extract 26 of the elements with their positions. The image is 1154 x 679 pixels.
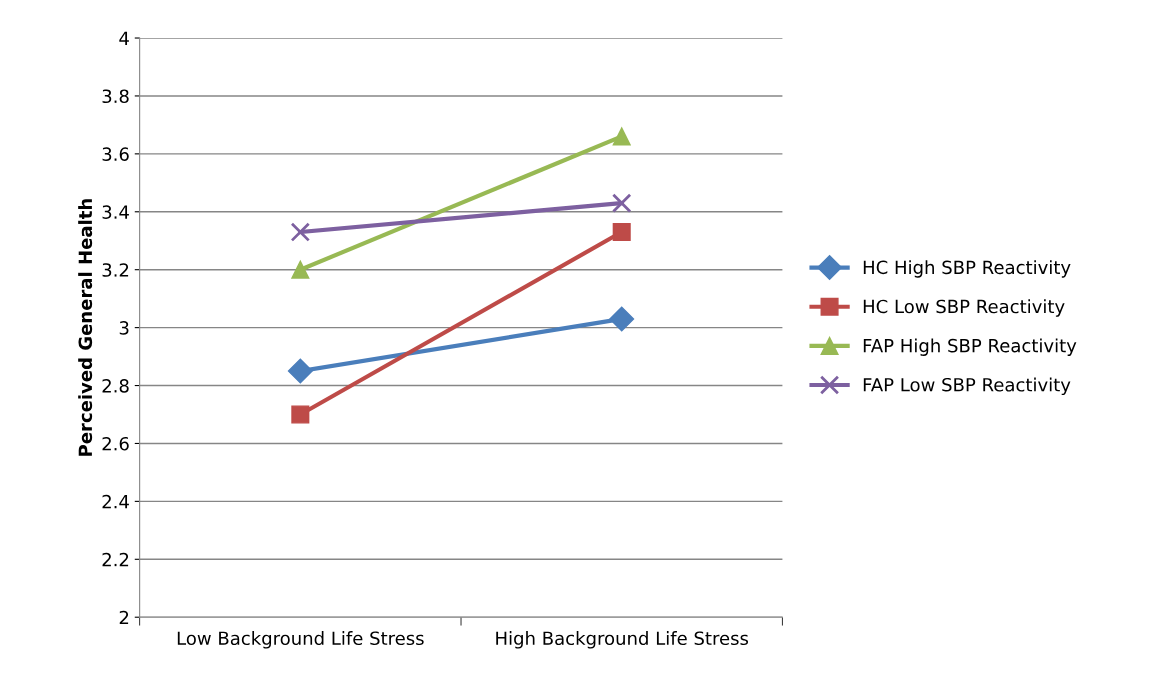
y-tick-label: 2: [119, 610, 129, 625]
y-tick-label: 3.8: [102, 89, 129, 104]
point: [290, 222, 311, 242]
y-tick-label: 3.4: [102, 205, 129, 219]
point: [609, 306, 635, 332]
y-tick-label: 4: [119, 31, 129, 45]
point: [291, 260, 310, 279]
y-tick-label: 2.8: [102, 379, 129, 393]
x-tick-label: High Background Life Stress: [496, 631, 749, 649]
y-tick-label: 3.6: [102, 147, 129, 161]
point: [611, 193, 632, 213]
point: [291, 405, 310, 424]
point: [612, 127, 631, 146]
legend-label: HC Low SBP Reactivity: [863, 299, 1065, 317]
y-tick-label: 2.6: [102, 436, 129, 451]
y-tick-label: 3: [119, 321, 129, 335]
point: [612, 223, 631, 242]
legend-label: HC High SBP Reactivity: [863, 260, 1071, 278]
y-tick-label: 2.2: [102, 552, 129, 567]
legend-label: FAP Low SBP Reactivity: [863, 377, 1071, 396]
y-tick-label: 2.4: [102, 494, 129, 509]
point: [287, 358, 313, 384]
legend-label: FAP High SBP Reactivity: [863, 338, 1077, 356]
y-axis-title: Perceived General Health: [78, 199, 93, 456]
y-tick-label: 3.2: [102, 263, 129, 277]
x-tick-label: Low Background Life Stress: [177, 631, 424, 649]
